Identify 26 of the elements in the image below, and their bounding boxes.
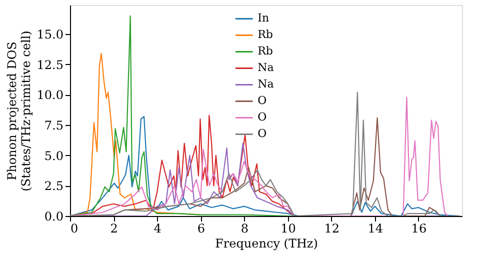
x-tick-label: 2 bbox=[110, 222, 118, 236]
y-tick-label: 2.5 bbox=[44, 179, 64, 194]
y-tick-label: 12.5 bbox=[36, 58, 64, 72]
legend-label: In bbox=[258, 12, 270, 25]
x-tick-label: 6 bbox=[197, 222, 205, 236]
y-tick-label: 5.0 bbox=[44, 148, 64, 163]
legend-label: Na bbox=[258, 78, 274, 91]
x-tick-label: 14 bbox=[368, 222, 384, 236]
x-tick-label: 4 bbox=[154, 222, 162, 236]
legend-label: Rb bbox=[258, 28, 273, 42]
y-tick-label: 15.0 bbox=[36, 28, 64, 42]
legend-label: Rb bbox=[258, 44, 273, 58]
x-tick-label: 0 bbox=[70, 222, 78, 236]
legend-label: O bbox=[258, 94, 267, 108]
y-tick-label: 0.0 bbox=[44, 210, 64, 224]
legend-label: Na bbox=[258, 61, 274, 74]
legend-label: O bbox=[258, 110, 267, 124]
y-tick-label: 10.0 bbox=[36, 88, 64, 102]
x-axis-title: Frequency (THz) bbox=[215, 236, 318, 250]
legend-label: O bbox=[258, 127, 267, 140]
x-tick-label: 12 bbox=[324, 222, 340, 236]
x-tick-label: 16 bbox=[411, 222, 427, 236]
x-tick-label: 10 bbox=[280, 222, 296, 236]
y-axis-title: Phonon projected DOS (States/THz·primitive cell) bbox=[4, 30, 33, 192]
x-tick-label: 8 bbox=[240, 222, 249, 236]
y-tick-label: 7.5 bbox=[44, 118, 64, 133]
